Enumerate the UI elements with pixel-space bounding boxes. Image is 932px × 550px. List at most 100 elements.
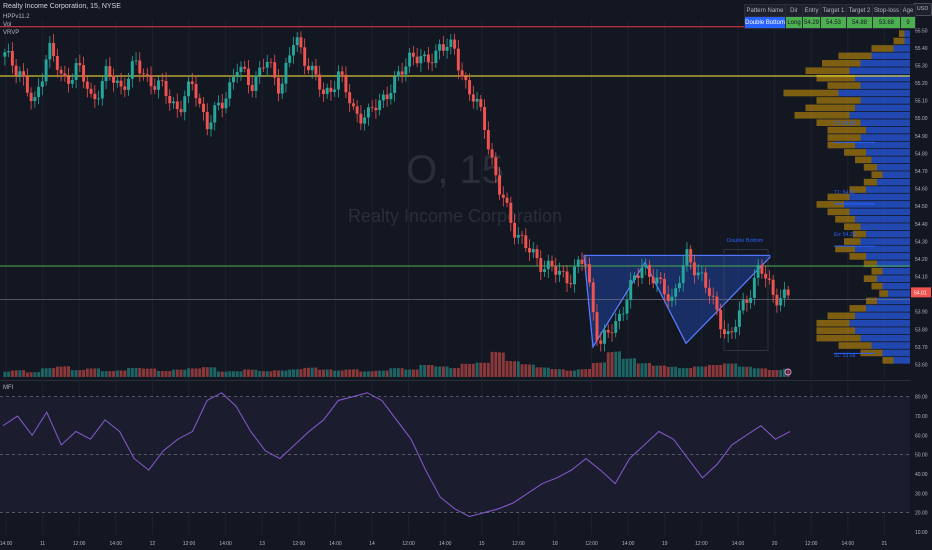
candle-body: [160, 80, 164, 82]
volume-bar: [284, 370, 288, 377]
vp-up-row: [866, 186, 910, 193]
candle-body: [501, 194, 505, 198]
volume-bar: [767, 369, 771, 377]
time-tick-label: 14:00: [110, 541, 123, 547]
candle-body: [351, 103, 355, 107]
candle-body: [453, 39, 457, 49]
candle-body: [115, 80, 119, 83]
vp-up-row: [860, 59, 910, 67]
candle-body: [303, 47, 307, 66]
volume-bar: [779, 370, 783, 377]
candle-body: [745, 299, 749, 303]
indicator-hpp[interactable]: HPPv11.2: [3, 14, 30, 20]
candle-body: [411, 52, 415, 57]
vp-down-row: [899, 30, 905, 37]
vp-up-row: [866, 305, 910, 312]
candle-body: [108, 66, 112, 76]
volume-bar: [164, 371, 168, 377]
time-tick-label: 14:00: [842, 541, 855, 547]
candles: [3, 31, 790, 352]
candle-body: [726, 331, 730, 335]
volume-bar: [554, 369, 558, 377]
th-age: Age: [900, 4, 916, 17]
vp-down-row: [849, 305, 866, 312]
volume-bar: [640, 363, 644, 377]
vp-up-row: [871, 52, 910, 60]
candle-body: [336, 71, 340, 90]
candle-body: [719, 309, 723, 330]
vp-up-row: [866, 230, 910, 238]
volume-bar: [85, 368, 89, 377]
candle-body: [153, 86, 157, 90]
candle-body: [423, 54, 427, 57]
candle-body: [318, 74, 322, 90]
time-tick-label: 12:00: [183, 541, 196, 547]
time-tick-label: 14:00: [439, 541, 452, 547]
volume-bar: [168, 371, 172, 377]
volume-bar: [760, 368, 764, 377]
volume-bar: [29, 372, 33, 377]
candle-body: [535, 249, 539, 259]
volume-bar: [70, 370, 74, 377]
td-entry: 54.29: [802, 16, 821, 29]
candle-body: [441, 44, 445, 51]
candle-body: [494, 157, 498, 176]
vp-up-row: [860, 119, 910, 127]
indicator-vol[interactable]: Vol: [3, 22, 12, 28]
current-price-tag: [911, 287, 931, 298]
volume-bar: [104, 371, 108, 377]
volume-bar: [404, 369, 408, 377]
th-stoploss: Stop-loss: [872, 4, 901, 17]
volume-bar: [434, 366, 438, 377]
mfi-tick-label: 20.00: [915, 511, 928, 517]
candle-body: [213, 105, 217, 123]
volume-bar: [359, 371, 363, 377]
candle-body: [127, 78, 131, 90]
td-dir: Long: [785, 16, 803, 29]
candle-body: [265, 62, 269, 68]
candle-body: [235, 72, 239, 78]
volume-bar: [209, 367, 213, 377]
vp-down-row: [844, 149, 866, 156]
volume-bar: [194, 368, 198, 377]
vp-down-row: [863, 178, 877, 186]
candle-body: [618, 313, 621, 322]
candle-body: [764, 273, 768, 279]
volume-bar: [475, 362, 479, 377]
candle-body: [250, 84, 254, 91]
indicator-vrvp[interactable]: VRVP: [3, 30, 20, 36]
mfi-tick-label: 80.00: [915, 395, 928, 401]
mfi-tick-label: 30.00: [915, 491, 928, 497]
current-price-label: 54.01: [914, 290, 927, 296]
time-tick-label: 12:00: [805, 541, 818, 547]
candle-body: [164, 80, 168, 97]
time-tick-label: 12:00: [585, 541, 598, 547]
candle-body: [254, 75, 258, 91]
vp-up-row: [849, 319, 910, 327]
volume-bar: [333, 370, 337, 377]
vp-down-row: [882, 357, 894, 364]
volume-bar: [595, 362, 599, 377]
vp-down-row: [863, 163, 877, 171]
volume-bar: [415, 369, 419, 377]
volume-bar: [644, 363, 648, 377]
vp-down-row: [827, 208, 850, 216]
volume-bar: [220, 371, 224, 377]
candle-body: [321, 89, 325, 94]
candle-body: [696, 272, 700, 276]
vp-up-row: [888, 290, 910, 297]
time-tick-label: 18: [552, 541, 558, 547]
vp-up-row: [882, 171, 910, 179]
td-target1: 54.53: [820, 16, 847, 29]
candle-body: [179, 109, 183, 113]
candle-body: [633, 275, 636, 280]
vp-up-row: [860, 238, 910, 245]
volume-bar: [486, 362, 490, 377]
price-tick-label: 55.10: [915, 99, 928, 105]
volume-bar: [576, 369, 580, 377]
candle-body: [202, 103, 205, 113]
volume-bar: [625, 358, 629, 377]
volume-bar: [771, 369, 775, 377]
time-tick-label: 12:00: [73, 541, 86, 547]
